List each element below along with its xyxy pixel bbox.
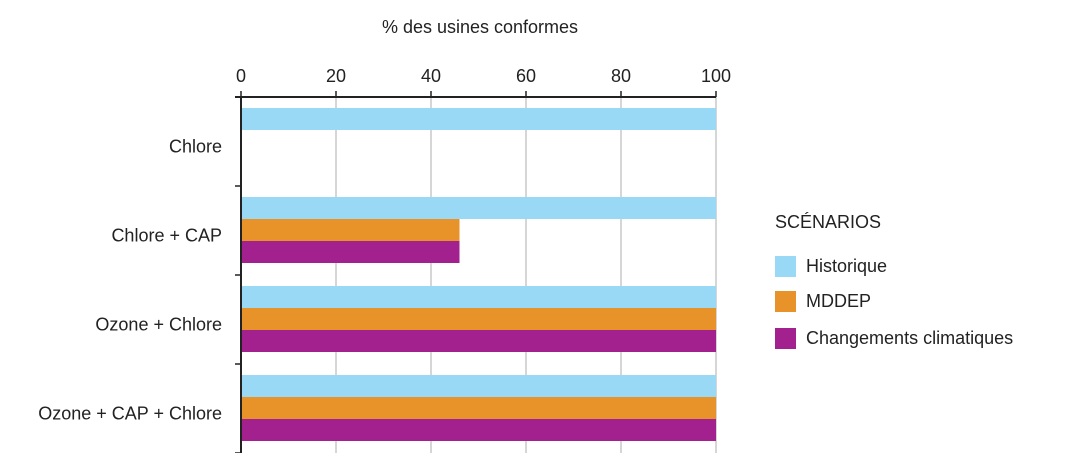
- legend-swatch: [775, 328, 796, 349]
- y-tick-label: Chlore + CAP: [111, 225, 222, 245]
- bar: [241, 108, 716, 130]
- bar: [241, 286, 716, 308]
- bar: [241, 241, 460, 263]
- chart-title: % des usines conformes: [382, 17, 578, 37]
- y-tick-label: Ozone + Chlore: [95, 314, 222, 334]
- legend-label: MDDEP: [806, 291, 871, 311]
- x-tick-label: 100: [701, 66, 731, 86]
- bar: [241, 397, 716, 419]
- legend-label: Historique: [806, 256, 887, 276]
- legend-swatch: [775, 256, 796, 277]
- y-tick-label: Ozone + CAP + Chlore: [38, 403, 222, 423]
- x-tick-label: 20: [326, 66, 346, 86]
- bar: [241, 330, 716, 352]
- x-tick-label: 60: [516, 66, 536, 86]
- bar: [241, 308, 716, 330]
- x-tick-label: 0: [236, 66, 246, 86]
- bar: [241, 197, 716, 219]
- legend-swatch: [775, 291, 796, 312]
- bar: [241, 419, 716, 441]
- bar: [241, 375, 716, 397]
- x-tick-label: 80: [611, 66, 631, 86]
- legend-title: SCÉNARIOS: [775, 212, 881, 232]
- legend-label: Changements climatiques: [806, 328, 1013, 348]
- y-tick-label: Chlore: [169, 136, 222, 156]
- x-tick-label: 40: [421, 66, 441, 86]
- bar: [241, 219, 460, 241]
